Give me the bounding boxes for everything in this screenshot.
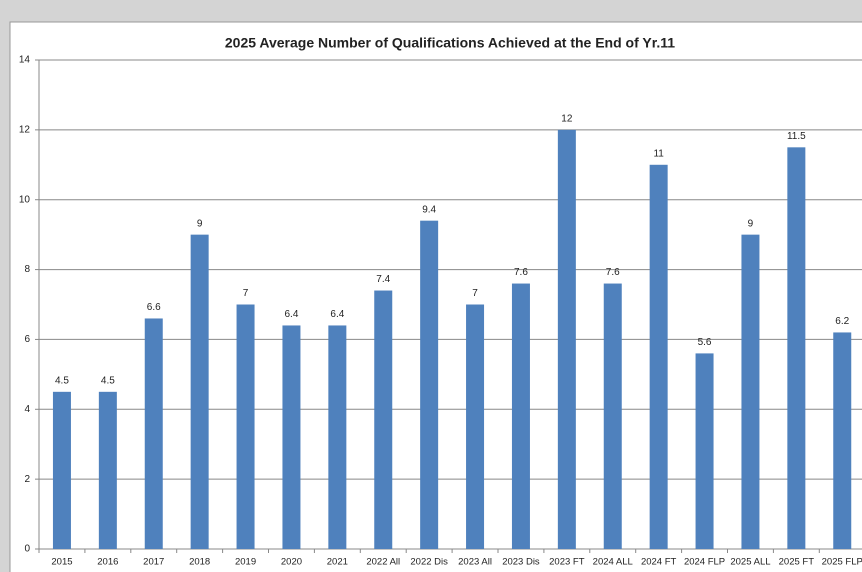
x-tick-label: 2024 FT xyxy=(641,557,677,568)
bar xyxy=(282,325,301,549)
bar xyxy=(420,220,439,549)
bar xyxy=(833,332,852,549)
x-tick-label: 2025 ALL xyxy=(730,557,770,568)
data-label: 9.4 xyxy=(422,204,436,215)
data-label: 7.4 xyxy=(376,274,390,285)
x-tick-label: 2024 FLP xyxy=(684,557,725,568)
bar xyxy=(557,129,576,549)
x-tick-label: 2024 ALL xyxy=(593,557,633,568)
bar xyxy=(603,283,622,549)
bar xyxy=(236,304,255,549)
x-tick-label: 2023 Dis xyxy=(502,557,540,568)
bar xyxy=(741,234,760,549)
y-tick-label: 8 xyxy=(24,264,30,275)
data-label: 7.6 xyxy=(606,267,620,278)
x-tick-label: 2020 xyxy=(281,557,302,568)
x-tick-label: 2015 xyxy=(51,557,72,568)
x-tick-label: 2016 xyxy=(97,557,118,568)
bar xyxy=(649,164,668,550)
x-tick-label: 2017 xyxy=(143,557,164,568)
x-tick-label: 2018 xyxy=(189,557,210,568)
data-label: 9 xyxy=(748,218,754,229)
x-tick-label: 2025 FLP xyxy=(822,557,862,568)
data-label: 7.6 xyxy=(514,267,528,278)
data-label: 7 xyxy=(472,288,478,299)
data-label: 4.5 xyxy=(101,375,115,386)
y-tick-label: 4 xyxy=(24,404,30,415)
bar xyxy=(52,391,71,549)
bar xyxy=(511,283,530,549)
x-tick-label: 2023 FT xyxy=(549,557,585,568)
y-tick-label: 2 xyxy=(24,474,30,485)
y-tick-label: 6 xyxy=(24,334,30,345)
bar xyxy=(374,290,393,549)
x-tick-label: 2023 All xyxy=(458,557,492,568)
x-tick-label: 2025 FT xyxy=(779,557,815,568)
y-tick-label: 10 xyxy=(19,194,31,205)
bar xyxy=(328,325,347,549)
bar xyxy=(144,318,163,549)
chart-title: 2025 Average Number of Qualifications Ac… xyxy=(225,35,675,51)
data-label: 6.2 xyxy=(835,316,849,327)
data-label: 5.6 xyxy=(698,337,712,348)
data-label: 4.5 xyxy=(55,375,69,386)
x-tick-label: 2022 All xyxy=(366,557,400,568)
x-tick-label: 2022 Dis xyxy=(410,557,448,568)
bar xyxy=(695,353,714,549)
data-label: 6.4 xyxy=(284,309,298,320)
y-tick-label: 12 xyxy=(19,124,31,135)
data-label: 11.5 xyxy=(787,131,806,142)
data-label: 7 xyxy=(243,288,249,299)
bar xyxy=(190,234,209,549)
data-label: 6.6 xyxy=(147,302,161,313)
data-label: 12 xyxy=(561,113,573,124)
data-label: 11 xyxy=(653,148,664,159)
x-tick-label: 2021 xyxy=(327,557,348,568)
y-tick-label: 14 xyxy=(19,55,31,66)
bar xyxy=(787,147,806,550)
data-label: 6.4 xyxy=(330,309,344,320)
bar xyxy=(98,391,117,549)
bar xyxy=(466,304,485,549)
y-tick-label: 0 xyxy=(24,544,30,555)
data-label: 9 xyxy=(197,218,203,229)
x-tick-label: 2019 xyxy=(235,557,256,568)
